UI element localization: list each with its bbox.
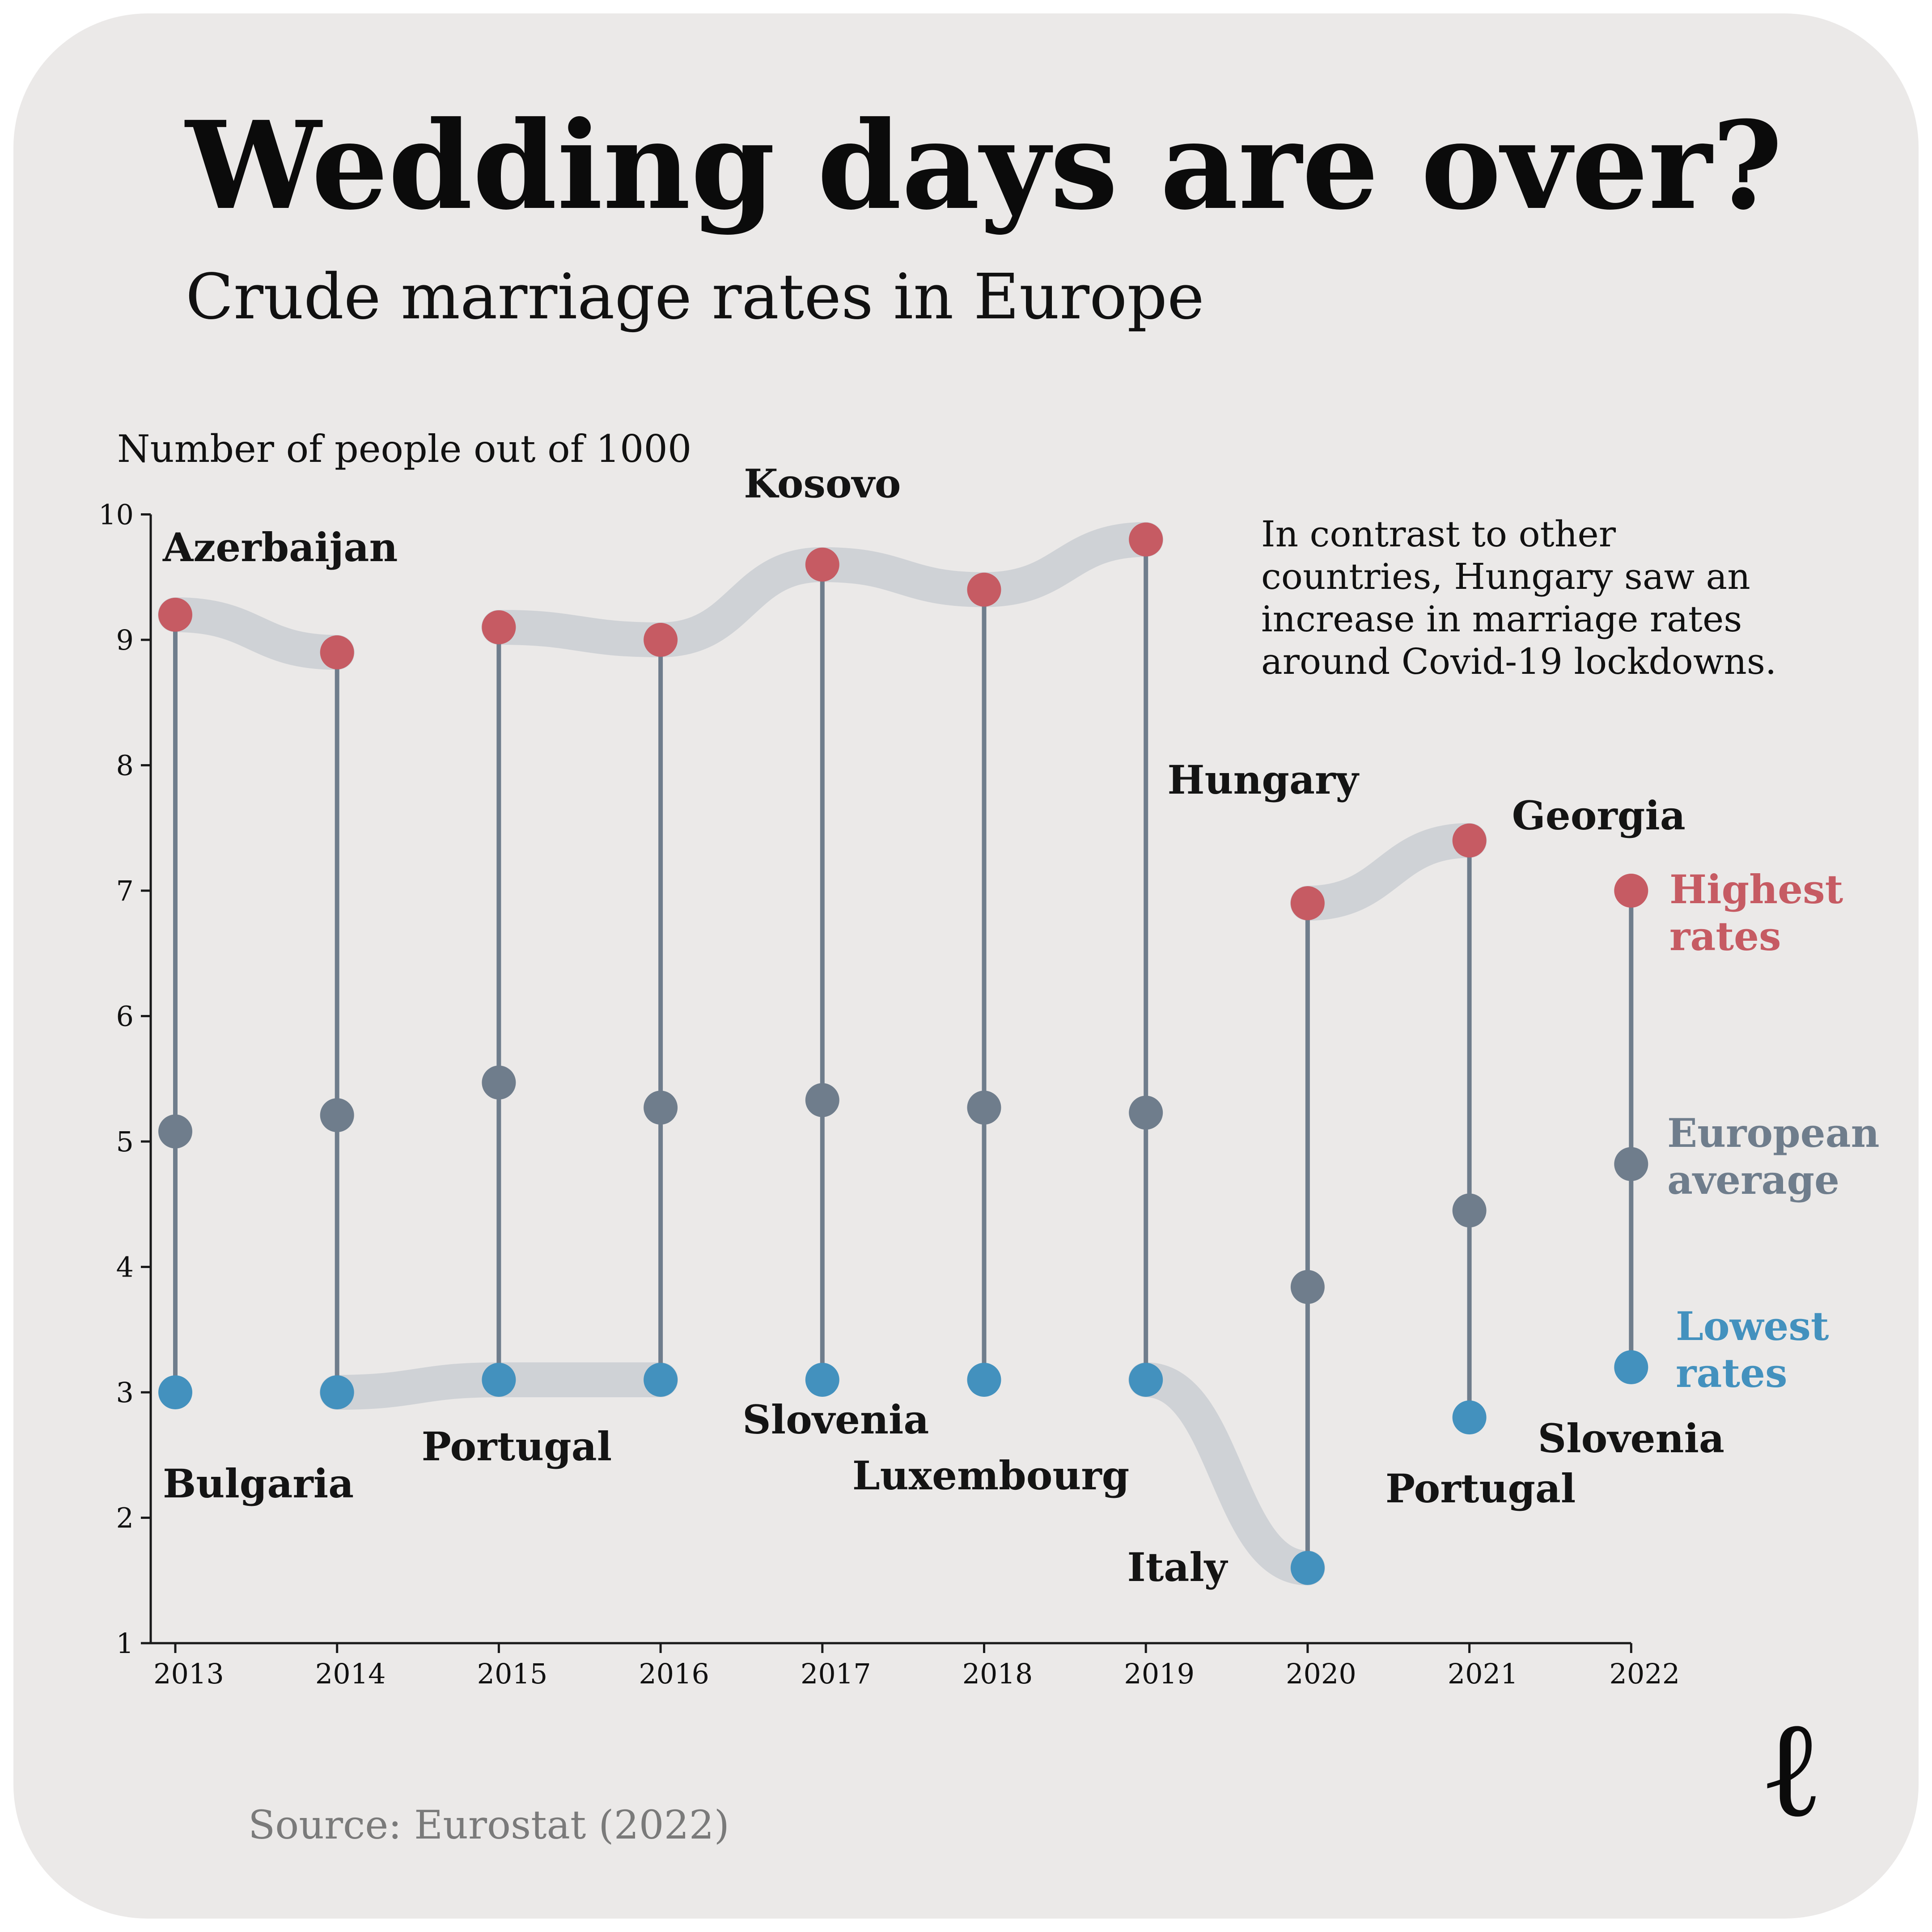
stem-layer <box>173 539 1634 1568</box>
dot-lowest <box>1129 1362 1163 1397</box>
note-line: countries, Hungary saw an <box>1261 556 1750 597</box>
legend-highest-line: rates <box>1669 913 1781 960</box>
source-note: Source: Eurostat (2022) <box>248 1802 729 1848</box>
dot-average <box>320 1098 354 1133</box>
dot-average <box>644 1091 678 1125</box>
y-tick-label: 3 <box>116 1376 134 1409</box>
dot-lowest <box>644 1362 678 1397</box>
dot-highest <box>805 547 839 582</box>
chart-card: Wedding days are over? Crude marriage ra… <box>13 13 1919 1919</box>
dot-layer <box>158 522 1648 1585</box>
country-label: Luxembourg <box>852 1452 1130 1499</box>
legend-average-line: European <box>1667 1110 1880 1156</box>
country-label: Georgia <box>1512 792 1686 839</box>
y-tick-label: 9 <box>116 624 134 656</box>
dot-lowest <box>805 1362 839 1397</box>
y-tick-label: 7 <box>116 875 134 907</box>
country-label: Portugal <box>422 1423 612 1470</box>
x-tick-label: 2019 <box>1124 1657 1195 1690</box>
country-label: Hungary <box>1167 757 1360 803</box>
y-tick-label: 5 <box>116 1125 134 1158</box>
note-line: In contrast to other <box>1261 513 1616 555</box>
country-label: Portugal <box>1385 1465 1576 1512</box>
legend-lowest-line: rates <box>1676 1350 1788 1396</box>
y-tick-label: 4 <box>116 1251 134 1284</box>
y-tick-label: 2 <box>116 1502 134 1535</box>
legend: Highest rates European average Lowest ra… <box>1667 866 1880 1396</box>
country-label: Azerbaijan <box>162 524 398 571</box>
ribbon <box>1128 1362 1325 1585</box>
dot-average <box>1290 1270 1325 1304</box>
x-tick-label: 2013 <box>153 1657 224 1690</box>
x-tick-label: 2017 <box>801 1657 871 1690</box>
label-layer: Azerbaijan Kosovo Hungary Georgia Bulgaria Po… <box>162 461 1724 1590</box>
legend-lowest-line: Lowest <box>1676 1303 1829 1349</box>
chart-subtitle: Crude marriage rates in Europe <box>186 261 1204 334</box>
x-tick-label: 2020 <box>1286 1657 1356 1690</box>
x-tick-label: 2014 <box>315 1657 386 1690</box>
axes-layer: 1 2 3 4 5 6 7 8 9 10 2013 2014 2015 2016 2017 2018 2019 2… <box>98 499 1680 1691</box>
dot-average <box>1614 1147 1648 1181</box>
ribbon-layer <box>158 522 1487 1585</box>
legend-highest-line: Highest <box>1669 866 1843 913</box>
dot-lowest <box>967 1362 1001 1397</box>
country-label: Slovenia <box>742 1396 929 1443</box>
dot-highest <box>1614 874 1648 908</box>
publisher-logo: ℓ <box>1767 1689 1817 1847</box>
dot-highest <box>1129 522 1163 557</box>
dot-highest <box>644 623 678 657</box>
x-tick-label: 2022 <box>1609 1657 1680 1690</box>
chart-title: Wedding days are over? <box>184 94 1783 237</box>
country-label: Kosovo <box>744 461 901 507</box>
dot-average <box>158 1114 192 1149</box>
x-tick-label: 2021 <box>1448 1657 1518 1690</box>
country-label: Slovenia <box>1538 1415 1724 1462</box>
dot-highest <box>482 610 516 644</box>
dot-highest <box>320 635 354 670</box>
dot-average <box>1129 1095 1163 1130</box>
dot-highest <box>967 572 1001 607</box>
dot-average <box>967 1091 1001 1125</box>
x-tick-label: 2016 <box>639 1657 709 1690</box>
x-tick-label: 2018 <box>962 1657 1033 1690</box>
annotation-note: In contrast to other countries, Hungary … <box>1261 513 1776 682</box>
legend-average-line: average <box>1667 1157 1839 1203</box>
ribbon <box>158 597 355 670</box>
ribbon <box>1290 823 1487 921</box>
dot-average <box>482 1065 516 1100</box>
y-axis-label: Number of people out of 1000 <box>117 427 691 471</box>
dot-highest <box>1290 886 1325 921</box>
dot-average <box>1452 1193 1487 1228</box>
country-label: Italy <box>1127 1544 1228 1590</box>
y-tick-label: 10 <box>98 499 134 531</box>
y-tick-label: 1 <box>116 1627 134 1660</box>
y-tick-label: 6 <box>116 1000 134 1033</box>
dot-lowest <box>1290 1551 1325 1585</box>
country-label: Bulgaria <box>163 1460 354 1507</box>
dot-lowest <box>158 1375 192 1409</box>
dot-highest <box>158 597 192 632</box>
dot-lowest <box>320 1375 354 1409</box>
dot-highest <box>1452 823 1487 858</box>
note-line: around Covid-19 lockdowns. <box>1261 641 1776 682</box>
dot-lowest <box>1614 1350 1648 1384</box>
dot-lowest <box>1452 1400 1487 1435</box>
chart-svg: Wedding days are over? Crude marriage ra… <box>98 94 1880 1848</box>
note-line: increase in marriage rates <box>1261 598 1742 640</box>
y-tick-label: 8 <box>116 749 134 782</box>
dot-lowest <box>482 1362 516 1397</box>
x-tick-label: 2015 <box>477 1657 548 1690</box>
dot-average <box>805 1083 839 1117</box>
